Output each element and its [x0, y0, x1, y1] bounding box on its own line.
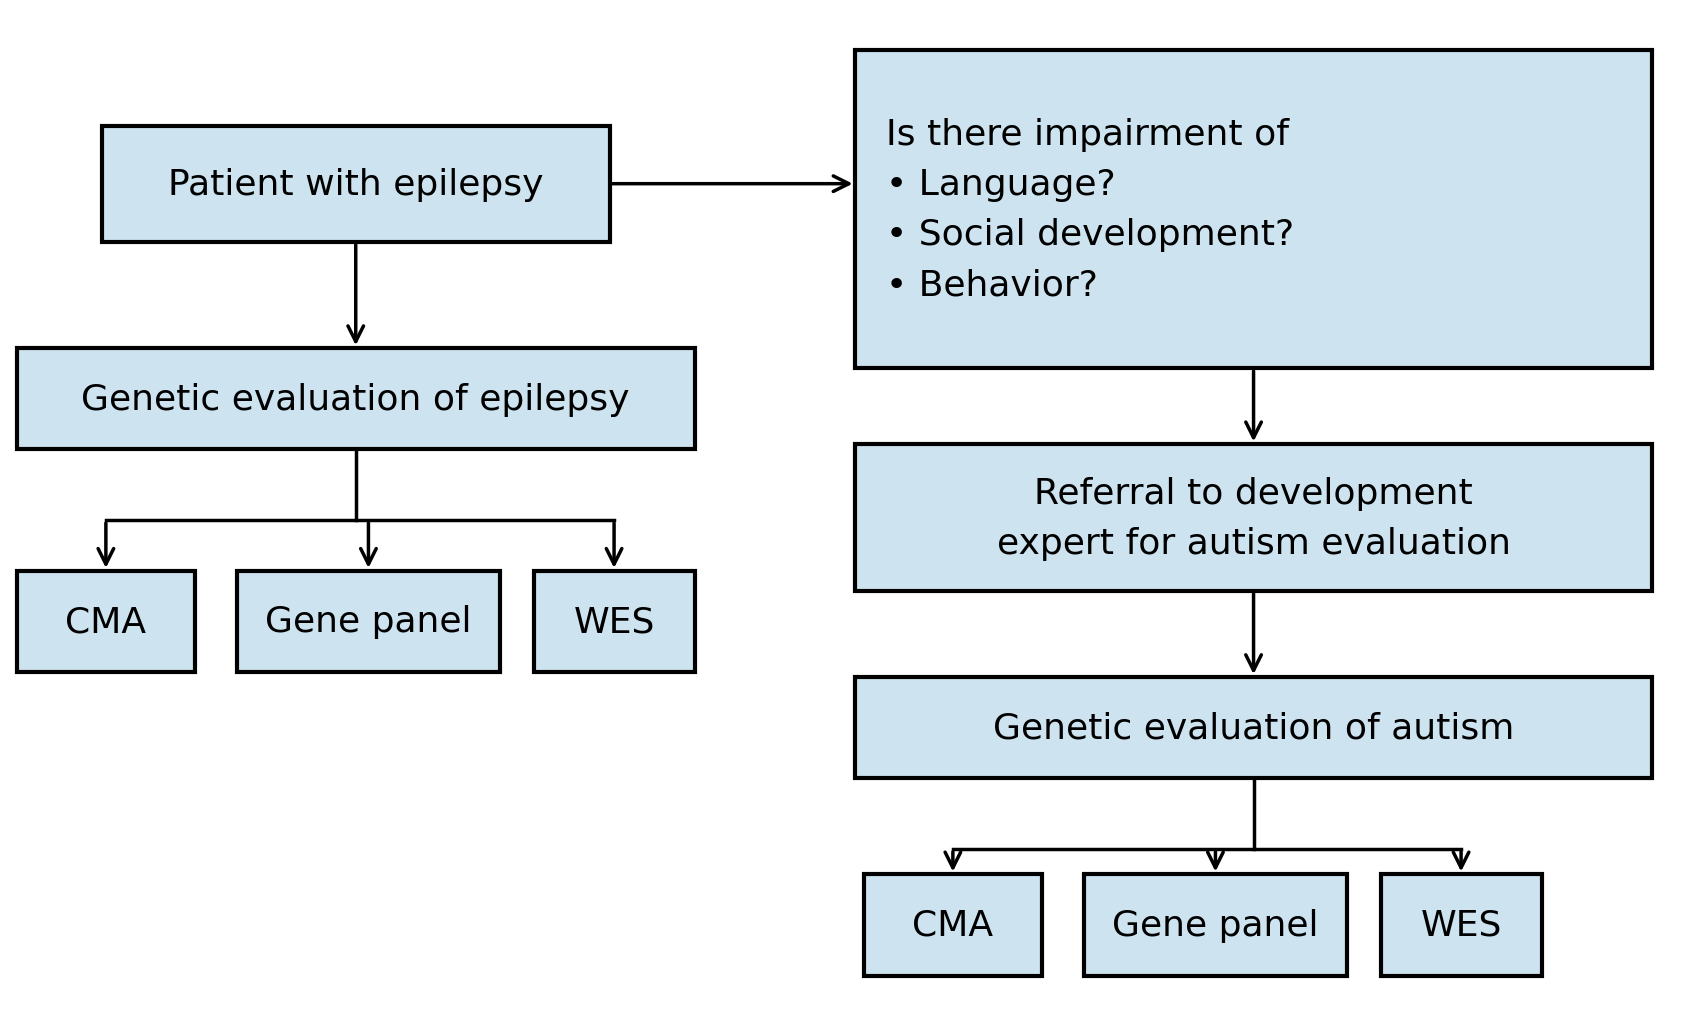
Text: Is there impairment of
• Language?
• Social development?
• Behavior?: Is there impairment of • Language? • Soc…: [886, 117, 1294, 302]
FancyBboxPatch shape: [855, 445, 1652, 591]
FancyBboxPatch shape: [17, 571, 195, 672]
FancyBboxPatch shape: [855, 51, 1652, 369]
Text: WES: WES: [573, 605, 656, 639]
Text: Genetic evaluation of epilepsy: Genetic evaluation of epilepsy: [81, 382, 630, 417]
Text: CMA: CMA: [66, 605, 146, 639]
FancyBboxPatch shape: [1084, 875, 1347, 976]
Text: Gene panel: Gene panel: [1113, 908, 1318, 942]
Text: Patient with epilepsy: Patient with epilepsy: [168, 168, 544, 201]
FancyBboxPatch shape: [1381, 875, 1542, 976]
Text: CMA: CMA: [913, 908, 993, 942]
Text: WES: WES: [1420, 908, 1503, 942]
Text: Referral to development
expert for autism evaluation: Referral to development expert for autis…: [996, 476, 1511, 560]
FancyBboxPatch shape: [864, 875, 1042, 976]
Text: Genetic evaluation of autism: Genetic evaluation of autism: [993, 711, 1514, 745]
FancyBboxPatch shape: [102, 126, 610, 243]
FancyBboxPatch shape: [17, 349, 695, 450]
FancyBboxPatch shape: [855, 677, 1652, 778]
FancyBboxPatch shape: [237, 571, 500, 672]
Text: Gene panel: Gene panel: [266, 605, 471, 639]
FancyBboxPatch shape: [534, 571, 695, 672]
